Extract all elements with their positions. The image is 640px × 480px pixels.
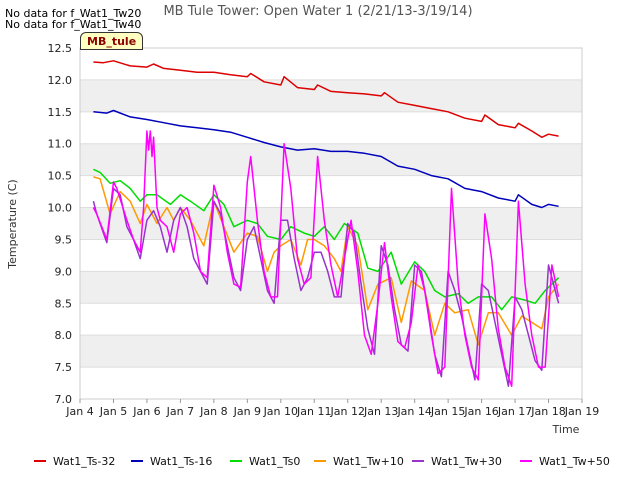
legend-label: Wat1_Tw+50 [539, 455, 610, 468]
series-line-wat1-tw-50 [92, 130, 560, 387]
legend-label: Wat1_Ts-16 [150, 455, 212, 468]
x-tick-label: Jan 8 [199, 405, 227, 418]
plot-band [80, 79, 582, 112]
x-tick-label: Jan 16 [463, 405, 498, 418]
no-data-note-tw20: No data for f_Wat1_Tw20 [5, 7, 142, 20]
plot-band [80, 175, 582, 208]
x-tick-label: Jan 6 [132, 405, 160, 418]
y-axis-label: Temperature (C) [6, 179, 19, 269]
plot-band [80, 335, 582, 368]
legend-label: Wat1_Ts0 [249, 455, 300, 468]
y-tick-label: 12.5 [48, 42, 73, 55]
series-line-wat1-ts0 [93, 168, 560, 311]
series-line-wat1-ts-16 [93, 109, 559, 209]
series-line-wat1-tw-10 [93, 176, 560, 346]
plot-frame [79, 47, 583, 400]
x-tick-label: Jan 12 [330, 405, 365, 418]
x-tick-label: Jan 4 [65, 405, 93, 418]
y-tick-label: 10.0 [48, 202, 73, 215]
x-axis-label: Time [552, 423, 580, 436]
y-tick-labels: 7.0 7.5 8.0 8.5 9.0 9.5 10.0 10.5 11.0 11.5 12.0 12… [48, 42, 73, 406]
legend-label: Wat1_Tw+30 [431, 455, 502, 468]
x-tick-label: Jan 9 [233, 405, 261, 418]
y-tick-label: 12.0 [48, 74, 73, 87]
plot-bands [80, 48, 582, 399]
legend-label: Wat1_Tw+10 [333, 455, 404, 468]
y-tick-label: 11.5 [48, 106, 73, 119]
plot-band [80, 303, 582, 336]
x-tick-label: Jan 18 [530, 405, 565, 418]
legend: Wat1_Ts-32 Wat1_Ts-16 Wat1_Ts0 Wat1_Tw+10 Wa… [34, 455, 610, 468]
no-data-note-tw40: No data for f_Wat1_Tw40 [5, 18, 142, 31]
y-tick-label: 8.0 [55, 329, 73, 342]
series-line-wat1-tw-30 [92, 187, 560, 387]
plot-band [80, 271, 582, 304]
x-tick-label: Jan 14 [396, 405, 431, 418]
y-tick-label: 10.5 [48, 170, 73, 183]
x-tick-label: Jan 10 [263, 405, 298, 418]
series-lines [92, 60, 560, 387]
x-tick-label: Jan 7 [166, 405, 194, 418]
x-tick-label: Jan 5 [99, 405, 127, 418]
plot-band [80, 48, 582, 80]
y-tick-label: 8.5 [55, 297, 73, 310]
x-tick-label: Jan 17 [497, 405, 532, 418]
y-tick-label: 7.0 [55, 393, 73, 406]
x-tick-label: Jan 15 [430, 405, 465, 418]
site-badge: MB_tule [80, 32, 144, 50]
y-tick-label: 11.0 [48, 138, 73, 151]
x-tick-label: Jan 19 [564, 405, 599, 418]
plot-band [80, 367, 582, 399]
x-tick-labels: Jan 4 Jan 5 Jan 6 Jan 7 Jan 8 Jan 9 Jan 10 Jan … [65, 399, 599, 418]
chart-title: MB Tule Tower: Open Water 1 (2/21/13-3/1… [163, 4, 472, 19]
y-tick-label: 9.0 [55, 265, 73, 278]
y-tick-label: 7.5 [55, 361, 73, 374]
x-tick-label: Jan 11 [296, 405, 331, 418]
legend-label: Wat1_Ts-32 [53, 455, 115, 468]
x-tick-label: Jan 13 [363, 405, 398, 418]
series-line-wat1-ts-32 [93, 60, 559, 139]
plot-band [80, 143, 582, 176]
y-tick-label: 9.5 [55, 233, 73, 246]
plot-band [80, 111, 582, 144]
